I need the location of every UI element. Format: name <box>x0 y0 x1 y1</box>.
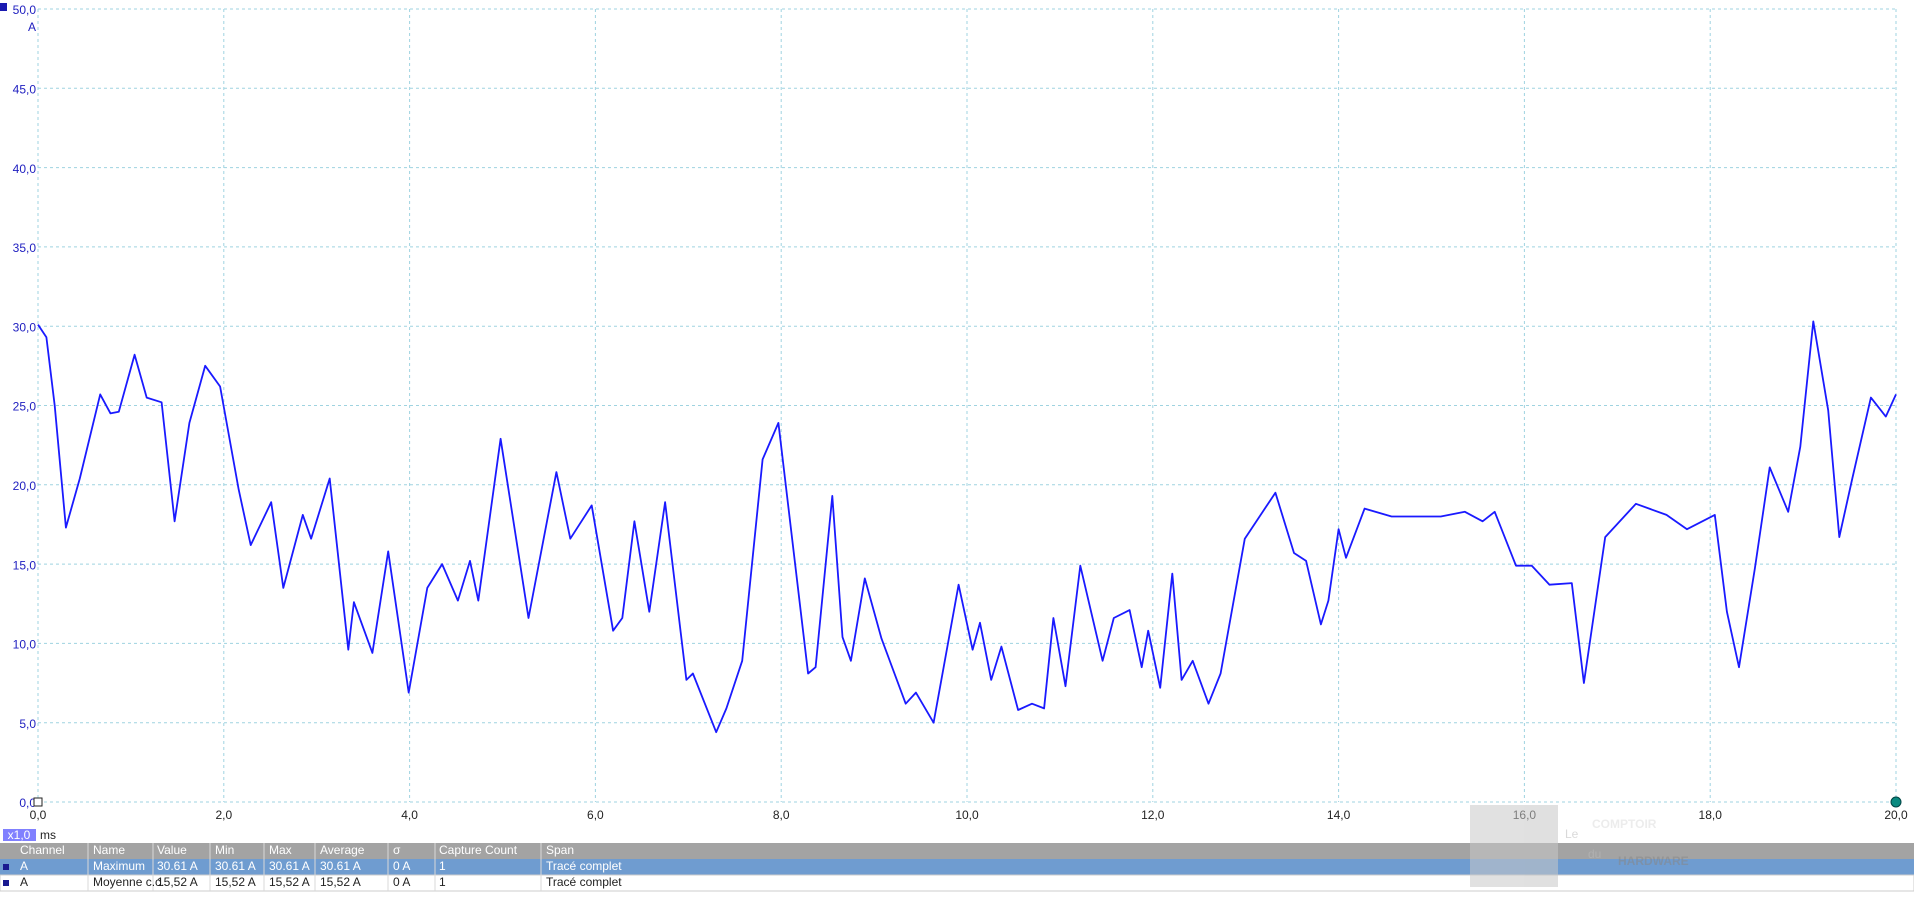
y-tick-label: 20,0 <box>13 479 37 493</box>
logo-cube <box>1470 805 1558 887</box>
cell: Maximum <box>93 859 145 873</box>
cell: 30.61 A <box>215 859 256 873</box>
column-header: Min <box>215 843 234 857</box>
y-tick-label: 40,0 <box>13 162 37 176</box>
x-unit: ms <box>40 828 56 842</box>
x-tick-label: 2,0 <box>215 808 232 822</box>
x-tick-label: 10,0 <box>955 808 979 822</box>
trigger-marker <box>1890 796 1902 808</box>
cell: Moyenne c.c. <box>93 875 164 889</box>
cell: Tracé complet <box>546 875 622 889</box>
x-tick-label: 6,0 <box>587 808 604 822</box>
column-header: σ <box>393 843 401 857</box>
y-tick-label: 10,0 <box>13 638 37 652</box>
zoom-label: x1,0 <box>8 828 31 842</box>
y-tick-label: 30,0 <box>13 320 37 334</box>
y-tick-label: 25,0 <box>13 400 37 414</box>
watermark-text: HARDWARE <box>1618 854 1689 868</box>
y-tick-label: 50,0 <box>13 3 37 17</box>
channel-marker <box>0 3 7 11</box>
table-header <box>0 843 1914 859</box>
cell: 15,52 A <box>269 875 310 889</box>
cell: 1 <box>439 859 446 873</box>
watermark-text: COMPTOIR <box>1592 817 1657 831</box>
cell: 30.61 A <box>157 859 198 873</box>
column-header: Value <box>157 843 187 857</box>
x-tick-label: 14,0 <box>1327 808 1351 822</box>
y-tick-label: 35,0 <box>13 241 37 255</box>
y-tick-label: 0,0 <box>19 796 36 810</box>
cell: 30.61 A <box>269 859 310 873</box>
watermark: Le COMPTOIR du HARDWARE <box>1470 805 1689 887</box>
row-marker <box>3 880 9 886</box>
cell: 15,52 A <box>157 875 198 889</box>
trace <box>37 320 1897 734</box>
table-row <box>0 874 1914 892</box>
zoom-badge <box>3 829 36 841</box>
cell: 0 A <box>393 875 410 889</box>
column-header: Average <box>320 843 365 857</box>
y-unit: A <box>28 20 36 34</box>
cell: Tracé complet <box>546 859 622 873</box>
x-tick-label: 4,0 <box>401 808 418 822</box>
x-tick-label: 18,0 <box>1699 808 1723 822</box>
cell: A <box>20 875 28 889</box>
y-tick-label: 5,0 <box>19 717 36 731</box>
x-tick-label: 20,0 <box>1884 808 1908 822</box>
origin-marker <box>33 797 43 807</box>
table-row-selected <box>0 859 1914 875</box>
watermark-text: du <box>1588 847 1601 861</box>
column-header: Span <box>546 843 574 857</box>
column-header: Capture Count <box>439 843 518 857</box>
x-tick-label: 0,0 <box>30 808 47 822</box>
column-header: Channel <box>20 843 65 857</box>
cell: A <box>20 859 28 873</box>
row-marker <box>3 864 9 870</box>
cell: 30.61 A <box>320 859 361 873</box>
column-header: Name <box>93 843 125 857</box>
cell: 1 <box>439 875 446 889</box>
cell: 15,52 A <box>320 875 361 889</box>
x-tick-label: 8,0 <box>773 808 790 822</box>
y-tick-label: 15,0 <box>13 558 37 572</box>
y-tick-label: 45,0 <box>13 82 37 96</box>
cell: 0 A <box>393 859 410 873</box>
column-header: Max <box>269 843 292 857</box>
x-tick-label: 12,0 <box>1141 808 1165 822</box>
watermark-text: Le <box>1565 827 1579 841</box>
cell: 15,52 A <box>215 875 256 889</box>
